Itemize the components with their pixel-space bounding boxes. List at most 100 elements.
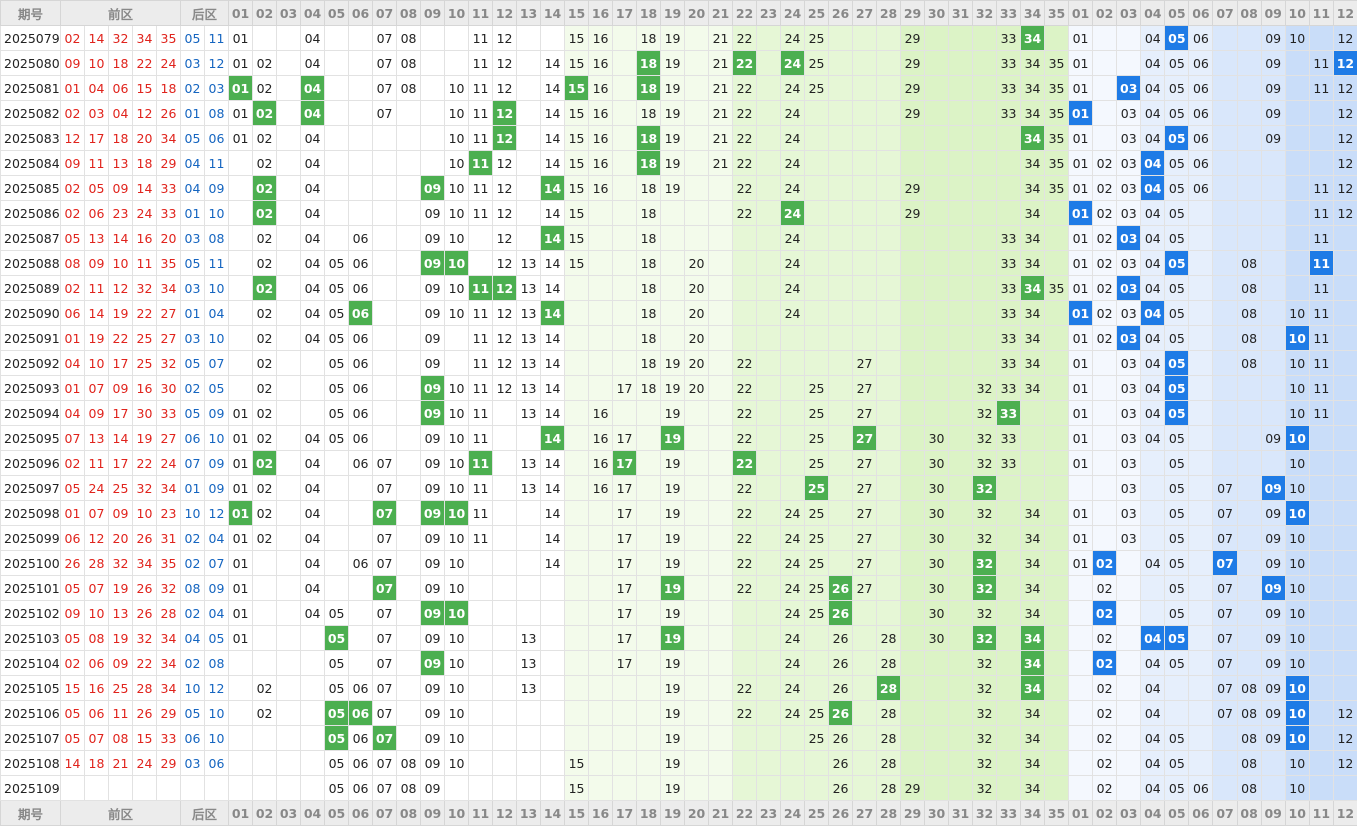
front-hit: 32 [972, 575, 998, 601]
back-hit: 03 [1116, 225, 1142, 251]
draw-row: 2025104 02 06 09 22 34 02 08 05 07 09 10 13 17 19 24 26 2… [0, 650, 1357, 676]
draw-row: 2025102 09 10 13 26 28 02 04 01 04 05 07 09 10 17 19 24 2… [0, 600, 1357, 626]
front-number: 01 [60, 75, 85, 101]
back-number: 04 [180, 625, 205, 651]
back-hit: 04 [1140, 300, 1166, 326]
front-trend-cell [948, 725, 974, 751]
front-trend-cell: 02 [252, 325, 278, 351]
front-trend-cell [852, 25, 878, 51]
front-number: 25 [132, 350, 157, 376]
front-trend-cell: 14 [540, 525, 566, 551]
front-trend-cell [876, 25, 902, 51]
front-number: 25 [108, 475, 133, 501]
back-trend-cell: 10 [1284, 25, 1310, 51]
back-trend-cell [1140, 525, 1166, 551]
front-trend-cell [684, 725, 710, 751]
front-trend-cell [372, 125, 398, 151]
front-trend-cell [516, 75, 542, 101]
back-trend-cell: 04 [1140, 250, 1166, 276]
front-trend-cell [924, 250, 950, 276]
back-trend-cell [1116, 25, 1142, 51]
back-number: 08 [203, 225, 230, 251]
front-trend-cell: 19 [660, 400, 686, 426]
header-cell: 35 [1044, 0, 1070, 26]
back-trend-cell: 04 [1140, 725, 1166, 751]
front-trend-cell [660, 300, 686, 326]
back-trend-cell: 02 [1092, 775, 1118, 801]
front-number: 12 [132, 100, 157, 126]
header-cell: 08 [1236, 800, 1262, 826]
front-number: 22 [108, 325, 133, 351]
header-cell: 07 [372, 0, 398, 26]
front-hit: 06 [348, 300, 374, 326]
back-trend-cell: 06 [1188, 775, 1214, 801]
front-trend-cell [948, 450, 974, 476]
front-trend-cell [348, 100, 374, 126]
front-trend-cell: 22 [732, 475, 758, 501]
back-trend-cell: 06 [1188, 25, 1214, 51]
front-number: 32 [108, 25, 133, 51]
front-trend-cell [684, 575, 710, 601]
issue-cell: 2025083 [0, 125, 61, 151]
front-trend-cell: 21 [708, 50, 734, 76]
back-trend-cell [1308, 650, 1334, 676]
front-number [132, 775, 157, 801]
back-trend-cell: 03 [1116, 175, 1142, 201]
front-number: 27 [156, 425, 181, 451]
back-trend-cell: 09 [1260, 675, 1286, 701]
front-trend-cell [948, 125, 974, 151]
back-trend-cell [1260, 750, 1286, 776]
front-trend-cell [228, 275, 254, 301]
front-trend-cell: 10 [444, 700, 470, 726]
back-trend-cell [1332, 325, 1357, 351]
front-hit: 18 [636, 75, 662, 101]
back-trend-cell [1236, 650, 1262, 676]
front-trend-cell [564, 675, 590, 701]
front-trend-cell: 09 [420, 300, 446, 326]
back-trend-cell [1212, 175, 1238, 201]
back-trend-cell [1116, 550, 1142, 576]
front-trend-cell: 34 [1020, 250, 1046, 276]
front-trend-cell: 27 [852, 575, 878, 601]
front-trend-cell [900, 225, 926, 251]
front-trend-cell [756, 350, 782, 376]
back-trend-cell [1212, 725, 1238, 751]
front-trend-cell: 08 [396, 50, 422, 76]
front-trend-cell: 18 [636, 200, 662, 226]
front-trend-cell [420, 25, 446, 51]
back-number: 10 [203, 325, 230, 351]
front-trend-cell [972, 150, 998, 176]
front-trend-cell: 13 [516, 375, 542, 401]
back-trend-cell [1332, 550, 1357, 576]
front-trend-cell: 07 [372, 550, 398, 576]
front-trend-cell [876, 200, 902, 226]
front-trend-cell [516, 200, 542, 226]
back-trend-cell: 04 [1140, 100, 1166, 126]
front-trend-cell [828, 450, 854, 476]
header-cell: 30 [924, 800, 950, 826]
back-trend-cell [1236, 175, 1262, 201]
front-trend-cell [492, 475, 518, 501]
front-trend-cell [948, 25, 974, 51]
front-trend-cell: 15 [564, 175, 590, 201]
front-trend-cell: 25 [804, 425, 830, 451]
front-trend-cell: 05 [324, 600, 350, 626]
front-hit: 07 [372, 725, 398, 751]
header-cell: 14 [540, 0, 566, 26]
front-trend-cell [804, 325, 830, 351]
back-trend-cell [1188, 525, 1214, 551]
front-trend-cell: 07 [372, 750, 398, 776]
front-trend-cell: 35 [1044, 75, 1070, 101]
back-trend-cell: 10 [1284, 525, 1310, 551]
front-trend-cell [348, 50, 374, 76]
header-cell: 前区 [60, 800, 181, 826]
issue-cell: 2025107 [0, 725, 61, 751]
back-number: 03 [180, 750, 205, 776]
front-trend-cell: 06 [348, 450, 374, 476]
front-trend-cell [756, 150, 782, 176]
back-number: 03 [180, 325, 205, 351]
back-trend-cell: 09 [1260, 75, 1286, 101]
front-hit: 18 [636, 50, 662, 76]
front-trend-cell: 12 [492, 200, 518, 226]
front-trend-cell [516, 525, 542, 551]
